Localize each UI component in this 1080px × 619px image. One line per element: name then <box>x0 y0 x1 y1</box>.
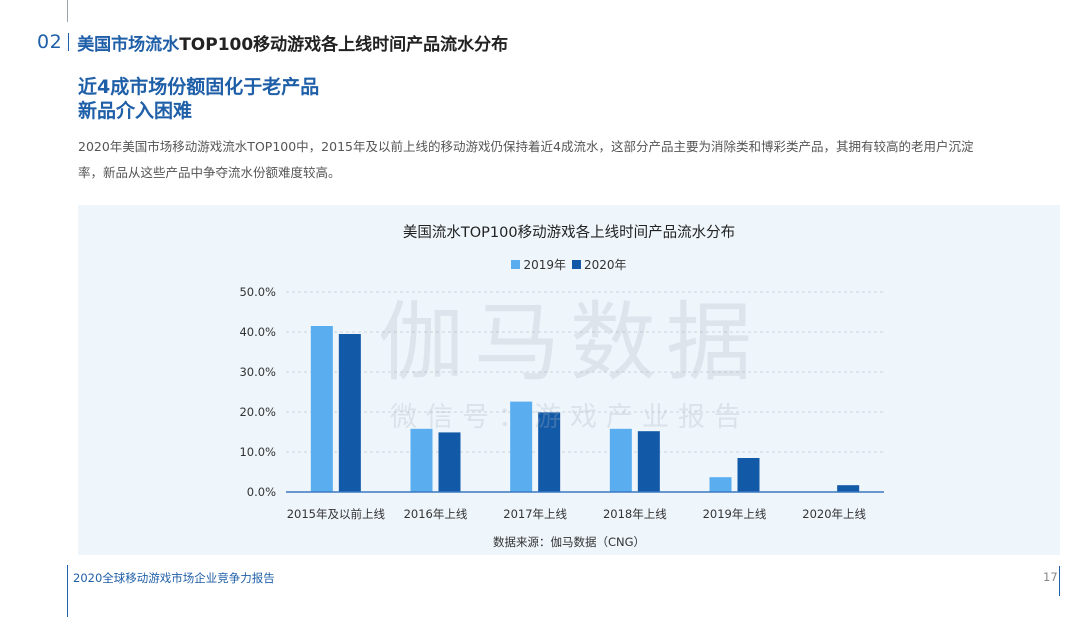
y-tick-label: 50.0% <box>239 285 276 299</box>
x-tick-label: 2015年及以前上线 <box>287 507 386 521</box>
chart-title: 美国流水TOP100移动游戏各上线时间产品流水分布 <box>402 225 736 241</box>
footer-divider <box>67 565 68 617</box>
headline-line-2: 新品介入困难 <box>78 100 193 122</box>
y-tick-label: 0.0% <box>247 485 276 499</box>
x-tick-label: 2018年上线 <box>603 507 667 521</box>
bar-chart: 0.0% 10.0% 20.0% 30.0% 40.0% 50.0% 2015年及以前上线 2… <box>239 285 884 521</box>
chart-legend: 2019年 2020年 <box>78 256 1060 273</box>
section-title-rest: TOP100移动游戏各上线时间产品流水分布 <box>179 34 509 55</box>
bar-2019年-2017年上线 <box>510 401 533 492</box>
legend-swatch-2020 <box>572 260 581 269</box>
bar-2020年-2018年上线 <box>637 431 660 492</box>
bar-2020年-2015年及以前上线 <box>338 334 361 492</box>
bar-2019年-2015年及以前上线 <box>310 326 333 492</box>
headline-line-1: 近4成市场份额固化于老产品 <box>78 76 320 98</box>
bar-2020年-2016年上线 <box>438 432 461 492</box>
section-title: 美国市场流水TOP100移动游戏各上线时间产品流水分布 <box>77 30 508 55</box>
bar-2020年-2017年上线 <box>538 412 561 492</box>
legend-item-2019: 2019年 <box>511 256 566 273</box>
y-tick-label: 20.0% <box>239 405 276 419</box>
bar-2019年-2019年上线 <box>709 477 732 492</box>
bar-2019年-2018年上线 <box>609 428 632 492</box>
legend-item-2020: 2020年 <box>572 256 627 273</box>
x-tick-label: 2020年上线 <box>802 507 866 521</box>
bar-2019年-2016年上线 <box>410 428 433 492</box>
page-number-divider <box>1059 566 1060 596</box>
x-tick-label: 2019年上线 <box>703 507 767 521</box>
footer-report-title: 2020全球移动游戏市场企业竞争力报告 <box>73 571 275 585</box>
chart-panel: 0.0% 10.0% 20.0% 30.0% 40.0% 50.0% 2015年及以前上线 2… <box>78 205 1060 555</box>
top-divider <box>67 0 68 22</box>
headline: 近4成市场份额固化于老产品 新品介入困难 <box>78 75 319 123</box>
section-header: 02 美国市场流水TOP100移动游戏各上线时间产品流水分布 <box>37 28 508 56</box>
legend-label-2020: 2020年 <box>584 258 627 272</box>
x-tick-label: 2017年上线 <box>503 507 567 521</box>
y-tick-label: 30.0% <box>239 365 276 379</box>
y-tick-label: 10.0% <box>239 445 276 459</box>
legend-label-2019: 2019年 <box>523 258 566 272</box>
legend-swatch-2019 <box>511 260 521 269</box>
body-paragraph: 2020年美国市场移动游戏流水TOP100中，2015年及以前上线的移动游戏仍保… <box>78 139 974 180</box>
bar-2020年-2019年上线 <box>737 458 760 492</box>
y-tick-label: 40.0% <box>239 325 276 339</box>
page-number: 17 <box>1043 570 1058 584</box>
section-divider <box>68 33 70 51</box>
x-tick-label: 2016年上线 <box>404 507 468 521</box>
chart-source: 数据来源：伽马数据（CNG） <box>492 535 646 549</box>
bar-2020年-2020年上线 <box>837 485 860 492</box>
section-title-highlight: 美国市场流水 <box>77 34 180 55</box>
section-number: 02 <box>37 31 63 53</box>
